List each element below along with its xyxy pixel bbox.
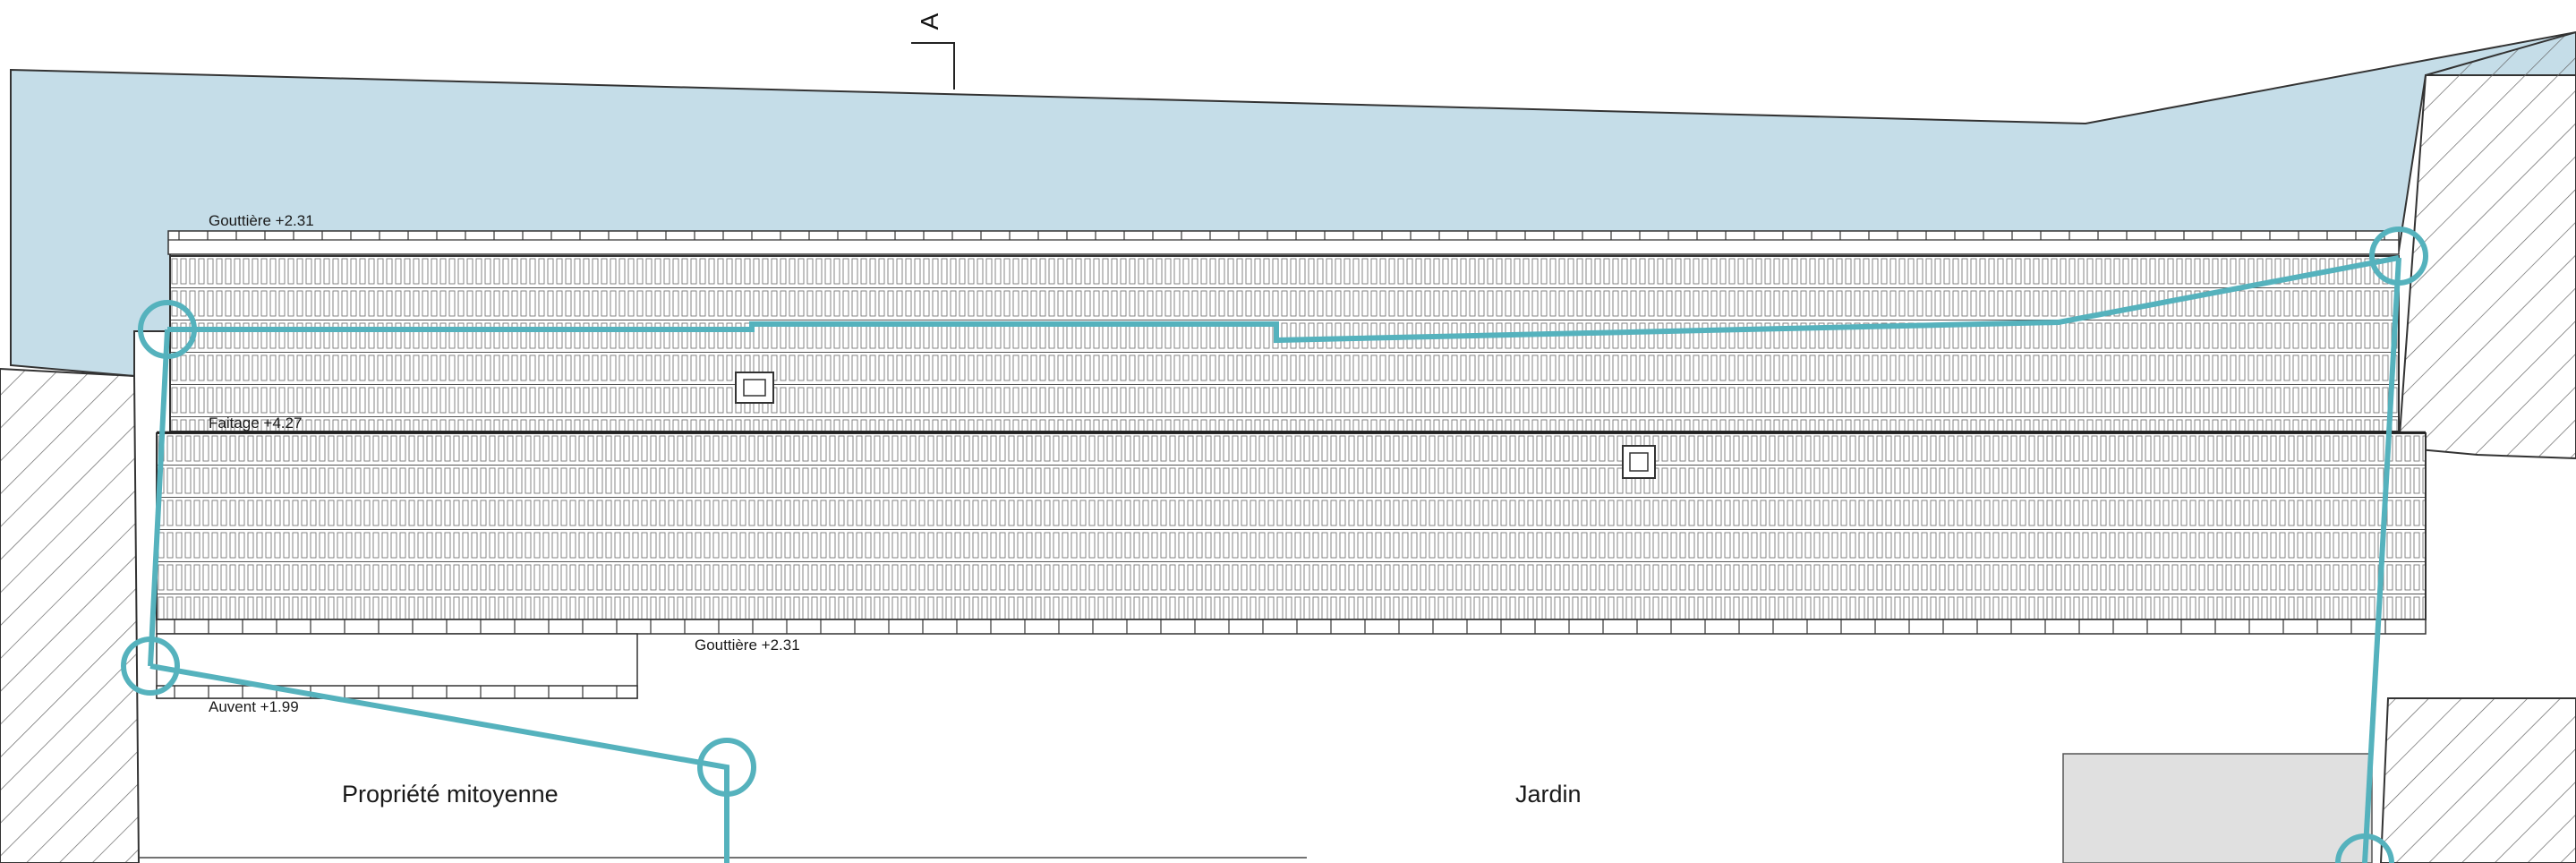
label-canopy: Auvent +1.99 xyxy=(209,698,299,715)
neighbour-wall-left xyxy=(0,367,141,863)
roof-upper-slope xyxy=(169,255,2400,432)
label-gutter-bottom: Gouttière +2.31 xyxy=(695,637,800,654)
canopy-roof xyxy=(156,633,638,699)
roof-lower-slope xyxy=(156,432,2427,620)
property-boundary xyxy=(121,226,2428,863)
skylight-left xyxy=(735,372,774,404)
section-mark-a: A xyxy=(911,13,955,90)
boundary-node xyxy=(2335,833,2394,863)
boundary-node xyxy=(138,300,197,359)
skylight-right xyxy=(1622,445,1656,479)
label-garden: Jardin xyxy=(1515,781,1582,807)
label-gutter-top: Gouttière +2.31 xyxy=(209,212,314,229)
boundary-node xyxy=(2369,226,2428,286)
label-ridge: Faitage +4.27 xyxy=(209,414,302,432)
boundary-node xyxy=(697,738,756,797)
section-mark-label: A xyxy=(916,13,943,30)
label-neighbour-property: Propriété mitoyenne xyxy=(342,781,559,807)
gutter-bottom xyxy=(156,619,2427,635)
gutter-top xyxy=(167,230,2400,255)
annex-block xyxy=(2062,753,2373,863)
boundary-node xyxy=(121,637,180,696)
neighbour-wall-top-right xyxy=(2397,30,2576,460)
neighbour-wall-bottom-right xyxy=(2379,697,2576,863)
